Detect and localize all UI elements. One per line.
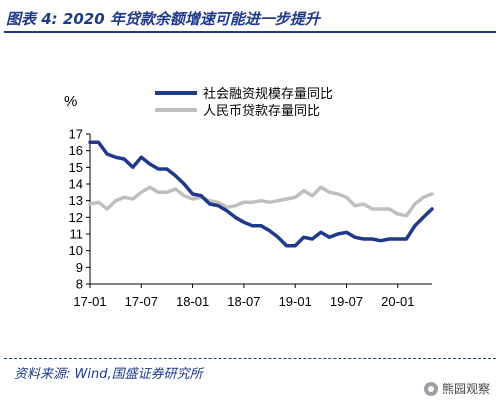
y-tick-label: 13 bbox=[69, 193, 83, 208]
series-line-1 bbox=[88, 140, 434, 248]
x-tick-label: 17-01 bbox=[73, 294, 106, 309]
x-tick-label: 20-01 bbox=[381, 294, 414, 309]
x-tick-label: 19-01 bbox=[279, 294, 312, 309]
y-tick-label: 16 bbox=[69, 143, 83, 158]
y-tick-label: 17 bbox=[69, 127, 83, 142]
y-unit-label: % bbox=[64, 93, 77, 110]
x-tick-label: 18-07 bbox=[227, 294, 260, 309]
x-tick-label: 17-07 bbox=[125, 294, 158, 309]
title-rule bbox=[4, 31, 496, 33]
watermark: 熊园观察 bbox=[423, 380, 490, 397]
y-tick-label: 12 bbox=[69, 210, 83, 225]
footer-rule bbox=[4, 358, 496, 359]
y-tick-label: 15 bbox=[69, 160, 83, 175]
legend-label-1: 社会融资规模存量同比 bbox=[203, 86, 333, 102]
figure-title: 图表 4: 2020 年贷款余额增速可能进一步提升 bbox=[6, 10, 320, 28]
x-tick-label: 18-01 bbox=[176, 294, 209, 309]
y-tick-label: 10 bbox=[69, 243, 83, 258]
x-tick-label: 19-07 bbox=[330, 294, 363, 309]
series-line-2 bbox=[88, 185, 434, 218]
wechat-icon bbox=[423, 381, 438, 396]
y-tick-label: 14 bbox=[69, 177, 83, 192]
y-tick-label: 8 bbox=[76, 277, 83, 292]
y-tick-label: 11 bbox=[70, 227, 84, 242]
series-lines bbox=[88, 140, 434, 248]
y-tick-label: 9 bbox=[76, 260, 83, 275]
watermark-label: 熊园观察 bbox=[441, 382, 490, 396]
legend-label-2: 人民币贷款存量同比 bbox=[203, 104, 320, 119]
source-note: 资料来源: Wind,国盛证券研究所 bbox=[14, 367, 203, 382]
